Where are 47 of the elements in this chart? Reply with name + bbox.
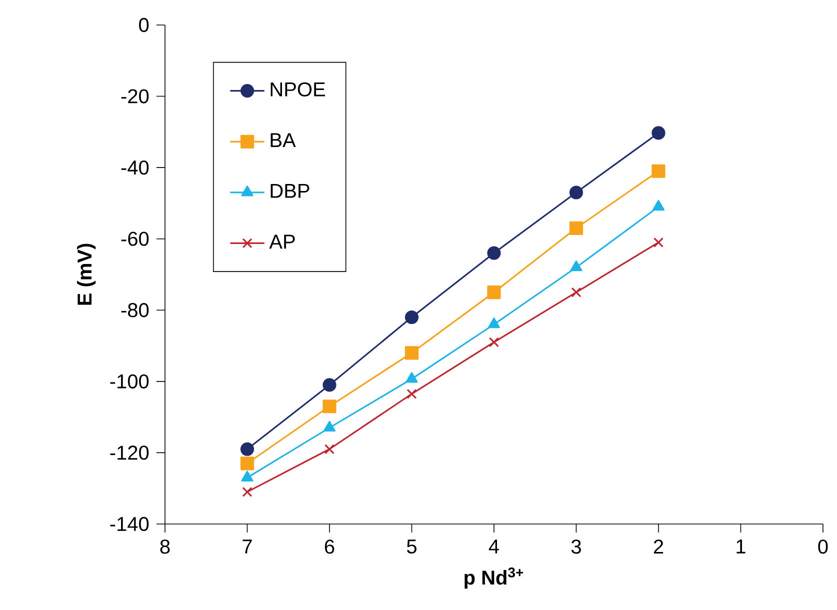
legend-label: BA [270,133,296,148]
point [652,200,664,211]
y-tick-label: -140 [110,516,149,532]
point [488,337,500,348]
point [653,237,664,248]
point [323,420,336,432]
x-tick-label: 4 [488,540,499,554]
point [652,164,666,178]
y-tick-label: -80 [121,303,149,318]
x-tick-label: 7 [242,540,252,554]
y-tick-label: -20 [121,89,149,104]
x-tick-label: 5 [406,540,416,554]
x-tick-label: 8 [160,540,170,554]
point [240,442,254,456]
point [652,126,666,140]
y-tick-label: -60 [121,232,149,246]
point [570,260,582,272]
point [406,372,418,383]
y-tick-label: 0 [139,18,149,32]
point [404,346,419,360]
y-tick-label: -40 [121,160,149,175]
point [322,378,336,392]
point [324,444,335,454]
point [488,318,500,328]
x-tick-label: 0 [818,540,828,554]
point [569,221,584,235]
point [404,310,419,324]
point [240,456,254,470]
x-tick-label: 6 [324,540,334,554]
y-tick-label: -100 [110,374,149,388]
y-tick-label: -120 [110,446,149,460]
point [242,486,252,497]
point [406,388,417,399]
point [322,400,336,414]
legend-label: DBP [270,184,310,198]
legend-label: AP [269,234,295,249]
point [569,186,584,200]
x-tick-label: 2 [654,540,664,554]
x-tick-label: 1 [736,540,746,554]
x-tick-label: 3 [571,540,581,554]
x-axis-title: p Nd$^{3+}$ [464,568,524,589]
legend-label: NPOE [270,82,325,96]
point [241,470,254,482]
y-axis-title: E (mV) [76,244,96,305]
point [487,246,501,260]
point [571,287,582,298]
point [487,286,501,300]
